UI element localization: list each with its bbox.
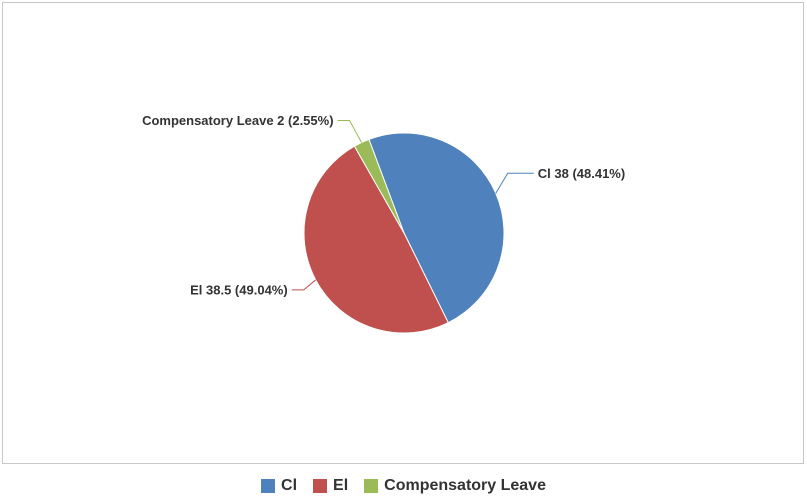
legend-label-compensatory-leave: Compensatory Leave — [384, 477, 546, 494]
chart-frame: Cl 38 (48.41%) El 38.5 (49.04%) Compensato… — [2, 2, 804, 464]
label-connectors — [291, 119, 534, 291]
pie-chart: Cl 38 (48.41%) El 38.5 (49.04%) Compensato… — [142, 113, 625, 334]
legend-item-compensatory-leave[interactable]: Compensatory Leave — [364, 477, 546, 495]
legend-item-el[interactable]: El — [313, 477, 348, 495]
legend-swatch-el — [313, 479, 328, 493]
label-connector-cl — [495, 172, 534, 194]
legend-label-cl: Cl — [281, 477, 298, 494]
legend-label-el: El — [333, 477, 349, 494]
slice-label-el: El 38.5 (49.04%) — [190, 282, 288, 297]
label-connector-compensatory-leave — [337, 119, 362, 143]
pie-slice-el[interactable] — [303, 145, 449, 334]
pie-slice-cl[interactable] — [368, 132, 505, 324]
legend-item-cl[interactable]: Cl — [261, 477, 297, 495]
pie-slices — [303, 132, 505, 334]
legend: Cl El Compensatory Leave — [0, 473, 807, 499]
legend-swatch-compensatory-leave — [364, 479, 379, 493]
pie-slice-compensatory-leave[interactable] — [353, 138, 405, 234]
legend-swatch-cl — [261, 479, 276, 493]
slice-label-compensatory-leave: Compensatory Leave 2 (2.55%) — [142, 113, 333, 128]
slice-labels: Cl 38 (48.41%) El 38.5 (49.04%) Compensato… — [142, 113, 625, 297]
label-connector-el — [291, 279, 317, 291]
slice-label-cl: Cl 38 (48.41%) — [538, 166, 625, 181]
